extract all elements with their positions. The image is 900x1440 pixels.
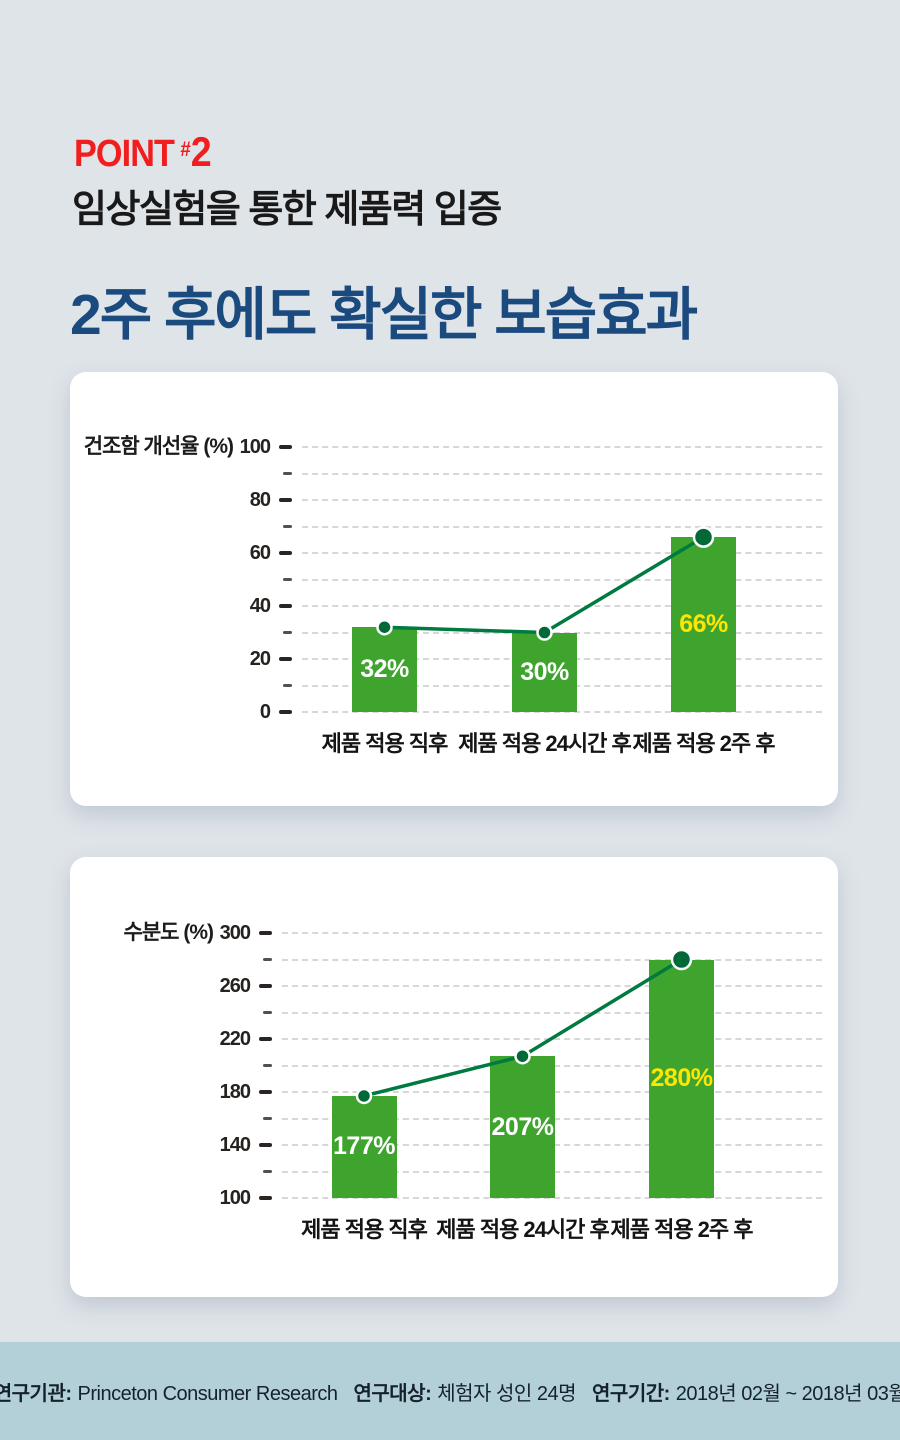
footer-item: 연구기간: 2018년 02월 ~ 2018년 03월 [592, 1377, 900, 1406]
footer-item-label: 연구기간: [592, 1382, 670, 1405]
y-axis-minor-tick [283, 578, 292, 581]
category-label: 제품 적용 24시간 후 [458, 731, 632, 756]
footer-item-label: 연구대상: [353, 1382, 432, 1405]
footer-item: 연구대상: 체험자 성인 24명 [353, 1377, 576, 1406]
bar-value-label: 30% [520, 657, 569, 686]
footer-item-value: 체험자 성인 24명 [437, 1382, 577, 1405]
moisture-level-chart-card: 100 140 180 220 260 300 수분도 (%) 177% 제품 적용 직후 207… [70, 857, 838, 1297]
gridline [282, 958, 822, 961]
gridline [302, 472, 822, 475]
gridline [302, 552, 822, 554]
y-axis-minor-tick [283, 684, 292, 687]
y-axis-tick-label: 100 [239, 436, 271, 458]
y-axis-major-tick [279, 445, 292, 449]
dryness-improvement-chart: 0 20 40 60 80 100 건조함 개선율 (%) 32% 제품 적용 직후 30% 제품 … [70, 372, 838, 806]
point-badge-hash: # [180, 137, 190, 161]
bar-value-label: 66% [679, 610, 728, 639]
bar: 280% [649, 959, 714, 1198]
bar: 66% [671, 537, 736, 712]
y-axis-label: 건조함 개선율 (%) [83, 435, 234, 458]
y-axis-tick-label: 180 [219, 1081, 251, 1103]
moisture-level-chart: 100 140 180 220 260 300 수분도 (%) 177% 제품 적용 직후 207… [70, 857, 838, 1297]
y-axis-minor-tick [263, 1170, 272, 1173]
y-axis-major-tick [259, 1037, 272, 1041]
gridline [282, 1011, 822, 1014]
gridline [302, 499, 822, 501]
gridline [302, 525, 822, 528]
y-axis-major-tick [279, 498, 292, 502]
y-axis-tick-label: 220 [219, 1028, 251, 1050]
y-axis-minor-tick [263, 1117, 272, 1120]
y-axis-tick-label: 60 [249, 542, 271, 564]
gridline [302, 446, 822, 448]
y-axis-major-tick [279, 657, 292, 661]
category-label: 제품 적용 2주 후 [632, 731, 775, 756]
bar: 177% [331, 1095, 397, 1198]
study-info-footer: 연구기관: Princeton Consumer Research 연구대상: 체험자… [0, 1342, 900, 1440]
bar-value-label: 32% [360, 655, 409, 684]
category-label: 제품 적용 직후 [321, 731, 449, 756]
y-axis-major-tick [279, 551, 292, 555]
dryness-improvement-chart-card: 0 20 40 60 80 100 건조함 개선율 (%) 32% 제품 적용 직후 30% 제품 … [70, 372, 838, 806]
bar-value-label: 207% [491, 1112, 554, 1141]
gridline [302, 578, 822, 581]
gridline [282, 985, 822, 987]
y-axis-tick-label: 40 [249, 595, 271, 617]
y-axis-tick-label: 140 [219, 1134, 251, 1156]
y-axis-major-tick [259, 1196, 272, 1200]
category-label: 제품 적용 직후 [301, 1217, 428, 1242]
y-axis-minor-tick [263, 1011, 272, 1014]
y-axis-tick-label: 0 [259, 701, 271, 723]
bar: 30% [512, 632, 577, 712]
y-axis-major-tick [259, 984, 272, 988]
footer-item: 연구기관: Princeton Consumer Research [0, 1377, 338, 1406]
category-label: 제품 적용 2주 후 [610, 1217, 753, 1242]
y-axis-tick-label: 100 [219, 1187, 251, 1209]
y-axis-minor-tick [283, 472, 292, 475]
footer-item-value: 2018년 02월 ~ 2018년 03월 [675, 1382, 900, 1405]
point-badge: POINT #2 [74, 128, 212, 176]
y-axis-major-tick [259, 1143, 272, 1147]
bar: 207% [490, 1056, 555, 1198]
y-axis-label: 수분도 (%) [123, 921, 214, 944]
category-label: 제품 적용 24시간 후 [436, 1217, 610, 1242]
y-axis-major-tick [259, 931, 272, 935]
y-axis-major-tick [279, 604, 292, 608]
gridline [302, 711, 822, 713]
gridline [282, 932, 822, 934]
gridline [282, 1197, 822, 1199]
y-axis-major-tick [279, 710, 292, 714]
bar-value-label: 177% [333, 1132, 395, 1161]
y-axis-minor-tick [263, 1064, 272, 1067]
y-axis-minor-tick [263, 958, 272, 961]
y-axis-tick-label: 80 [249, 489, 271, 511]
page-subtitle: 임상실험을 통한 제품력 입증 [72, 189, 502, 231]
gridline [302, 605, 822, 607]
point-badge-label: POINT [74, 133, 175, 175]
y-axis-tick-label: 20 [249, 648, 271, 670]
footer-item-value: Princeton Consumer Research [77, 1382, 338, 1405]
y-axis-major-tick [259, 1090, 272, 1094]
y-axis-tick-label: 260 [219, 975, 251, 997]
bar-value-label: 280% [650, 1064, 713, 1093]
point-badge-number: 2 [190, 128, 212, 175]
y-axis-minor-tick [283, 631, 292, 634]
bar: 32% [352, 627, 417, 712]
footer-item-label: 연구기관: [0, 1382, 72, 1405]
gridline [282, 1038, 822, 1040]
page-title: 2주 후에도 확실한 보습효과 [70, 283, 698, 348]
y-axis-tick-label: 300 [219, 922, 251, 944]
y-axis-minor-tick [283, 525, 292, 528]
